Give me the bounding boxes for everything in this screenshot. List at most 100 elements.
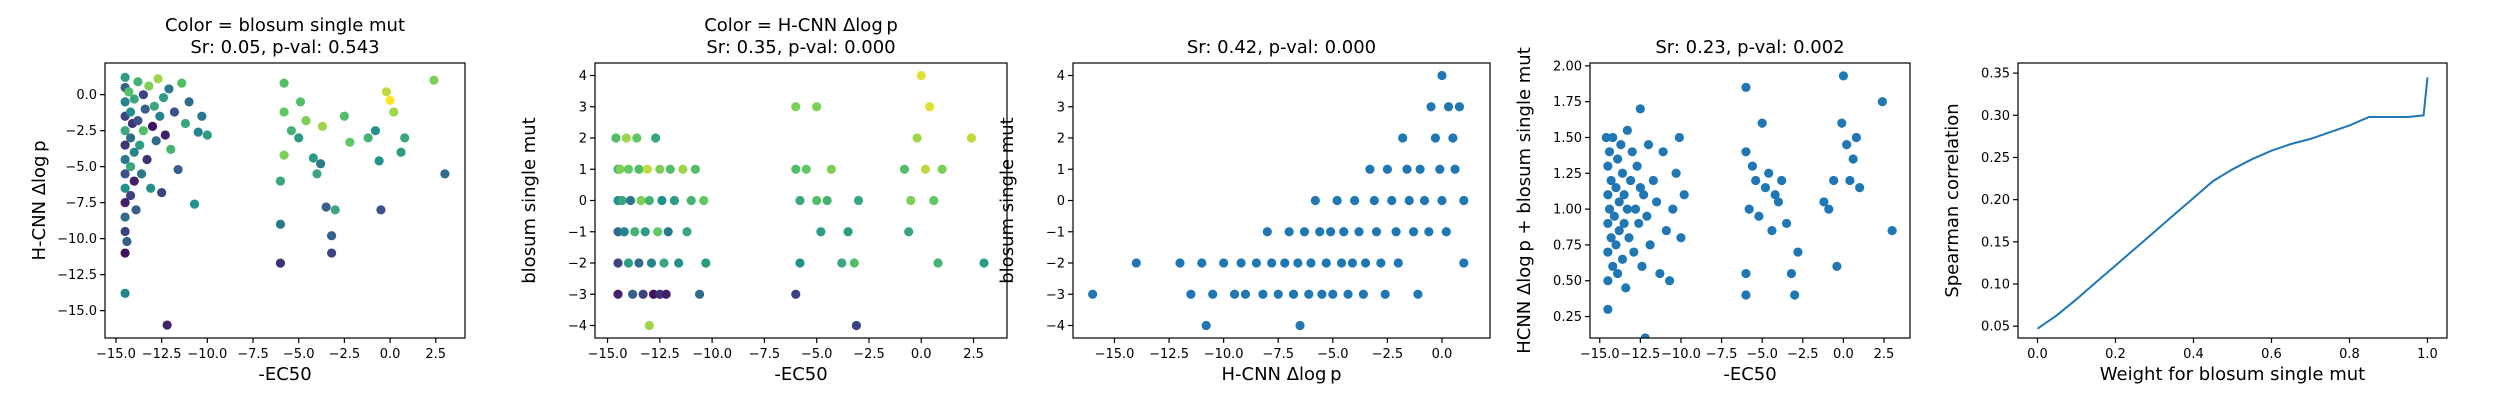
scatter-point (1332, 195, 1342, 206)
y-tick-label: 0.20 (1981, 193, 2010, 208)
y-tick-label: 3 (579, 100, 587, 115)
scatter-point (669, 195, 680, 206)
x-tick-label: −7.5 (1262, 347, 1294, 362)
scatter-point (1837, 118, 1847, 128)
scatter-point (1639, 190, 1649, 200)
y-tick-label: 1 (579, 163, 587, 178)
scatter-point (663, 227, 673, 237)
scatter-point (655, 164, 665, 174)
scatter-point (1613, 268, 1623, 279)
scatter-point (1450, 164, 1460, 174)
scatter-point (1339, 227, 1349, 237)
scatter-point (630, 227, 640, 237)
scatter-point (638, 289, 648, 299)
scatter-point (120, 97, 130, 107)
scatter-point (1273, 289, 1283, 299)
scatter-point (1661, 225, 1671, 236)
scatter-point (1326, 227, 1336, 237)
scatter-point (1208, 289, 1218, 299)
scatter-point (1664, 276, 1675, 286)
scatter-point (966, 133, 977, 143)
scatter-point (791, 164, 801, 174)
scatter-point (1347, 258, 1358, 268)
scatter-point (125, 107, 136, 117)
scatter-point (1459, 195, 1469, 206)
scatter-point (925, 102, 935, 112)
scatter-point (173, 164, 183, 175)
scatter-point (701, 258, 711, 268)
scatter-point (1632, 161, 1642, 171)
scatter-point (326, 248, 337, 258)
axes-frame (1589, 62, 1911, 339)
scatter-point (613, 289, 623, 299)
scatter-point (1829, 175, 1839, 186)
scatter-point (1601, 132, 1611, 143)
scatter-point (330, 205, 340, 215)
y-tick-label: 0.10 (1981, 278, 2010, 293)
scatter-point (1648, 175, 1658, 186)
scatter-point (642, 164, 652, 174)
data-marks (2036, 77, 2429, 330)
scatter-point (149, 101, 159, 111)
scatter-point (122, 236, 132, 247)
scatter-point (1284, 227, 1294, 237)
x-tick-label: −5.0 (801, 347, 833, 362)
scatter-point (133, 77, 143, 87)
scatter-point (1358, 289, 1368, 299)
chart-panel-1: −15.0 −12.5 −10.0 −7.5 −5.0 −2.5 0.0 2.5 −15.0 −1… (29, 15, 466, 385)
scatter-point (1295, 320, 1305, 331)
scatter-point (326, 231, 337, 241)
scatter-point (125, 162, 136, 172)
scatter-point (899, 164, 910, 174)
scatter-point (1280, 258, 1290, 268)
scatter-point (129, 94, 139, 104)
chart-title: Sr: 0.05, p-val: 0.543 (190, 37, 379, 58)
scatter-point (1642, 211, 1652, 221)
scatter-point (1229, 289, 1240, 299)
chart-title: Sr: 0.23, p-val: 0.002 (1655, 37, 1844, 58)
scatter-point (1350, 195, 1360, 206)
y-tick-label: −5.0 (65, 160, 97, 175)
scatter-point (144, 81, 154, 91)
scatter-point (189, 199, 200, 209)
scatter-point (837, 258, 847, 268)
scatter-point (1848, 154, 1858, 164)
y-tick-label: −2 (1046, 257, 1065, 272)
scatter-point (623, 258, 634, 268)
scatter-point (376, 205, 386, 215)
scatter-point (651, 133, 661, 143)
y-tick-label: 1.25 (1553, 167, 1582, 182)
scatter-point (1387, 195, 1397, 206)
data-marks (1601, 71, 1897, 338)
x-axis-label: -EC50 (774, 364, 827, 385)
x-tick-label: 0.0 (1432, 347, 1453, 362)
scatter-point (1645, 240, 1655, 250)
scatter-point (1754, 211, 1764, 221)
scatter-point (140, 104, 150, 114)
x-tick-label: −7.5 (1706, 347, 1738, 362)
y-tick-label: 0.50 (1553, 274, 1582, 289)
scatter-point (613, 258, 623, 268)
scatter-point (1603, 276, 1613, 286)
scatter-point (1419, 195, 1430, 206)
scatter-point (826, 164, 836, 174)
series-line (2036, 77, 2429, 330)
y-tick-label: 2.00 (1553, 59, 1582, 74)
scatter-point (120, 169, 130, 179)
scatter-point (1391, 227, 1401, 237)
scatter-point (1459, 258, 1469, 268)
scatter-point (1764, 168, 1774, 178)
scatter-point (822, 195, 832, 206)
scatter-point (1838, 71, 1849, 81)
scatter-point (619, 227, 629, 237)
y-tick-label: 0.30 (1981, 109, 2010, 124)
scatter-point (1328, 289, 1338, 299)
scatter-point (1819, 197, 1829, 207)
y-tick-label: 3 (1057, 100, 1065, 115)
scatter-point (136, 169, 147, 179)
y-axis-label: blosum single mut (519, 117, 540, 284)
scatter-point (1635, 104, 1645, 114)
scatter-point (125, 190, 136, 201)
scatter-point (1376, 258, 1386, 268)
